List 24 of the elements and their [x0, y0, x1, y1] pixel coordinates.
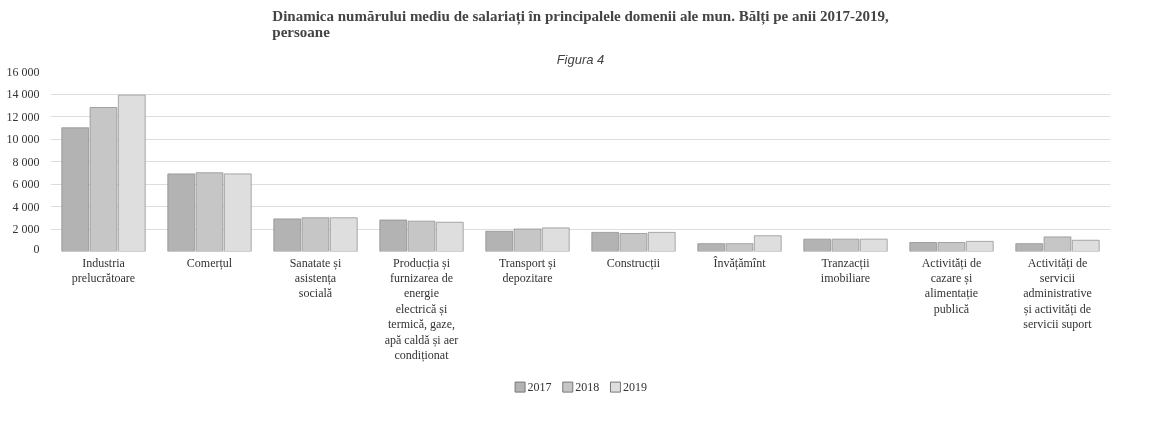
- y-tick-label: 6 000: [12, 177, 40, 191]
- x-tick-label: Activități de servicii administrative și activități de servicii suport: [1023, 255, 1093, 332]
- chart-title: Dinamica numărului mediu de salariați în principalele domenii ale mun. Bălți pe anii 2017-2019, persoane: [272, 7, 889, 40]
- y-tick-label: 4 000: [12, 199, 40, 214]
- x-tick-label: Producția și furnizarea de energie electrică și termică, gaze, apă caldă și aer condiționat: [384, 255, 459, 362]
- x-tick-label: Tranzacții imobiliare: [820, 255, 871, 285]
- y-tick-label: 8 000: [12, 154, 40, 169]
- x-tick-label: Industria prelucrătoare: [71, 255, 136, 285]
- legend-label: 2017: [527, 380, 552, 395]
- chart-subtitle: Figura 4: [556, 51, 605, 67]
- y-tick-label: 0: [33, 241, 40, 256]
- x-tick-label: Transport și depozitare: [498, 255, 557, 285]
- x-tick-label: Construcții: [606, 255, 661, 270]
- legend-label: 2019: [622, 380, 647, 395]
- x-tick-label: Comerțul: [186, 255, 233, 270]
- legend-label: 2018: [575, 380, 600, 395]
- x-tick-label: Activități de cazare și alimentație publică: [921, 255, 982, 316]
- x-tick-label: Învățămînt: [713, 255, 767, 270]
- y-tick-label: 12 000: [6, 109, 40, 124]
- y-tick-label: 10 000: [6, 132, 40, 146]
- y-tick-label: 16 000: [6, 64, 40, 79]
- y-tick-label: 2 000: [12, 222, 40, 236]
- y-tick-label: 14 000: [6, 87, 40, 101]
- x-tick-label: Sanatate și asistența socială: [289, 255, 342, 301]
